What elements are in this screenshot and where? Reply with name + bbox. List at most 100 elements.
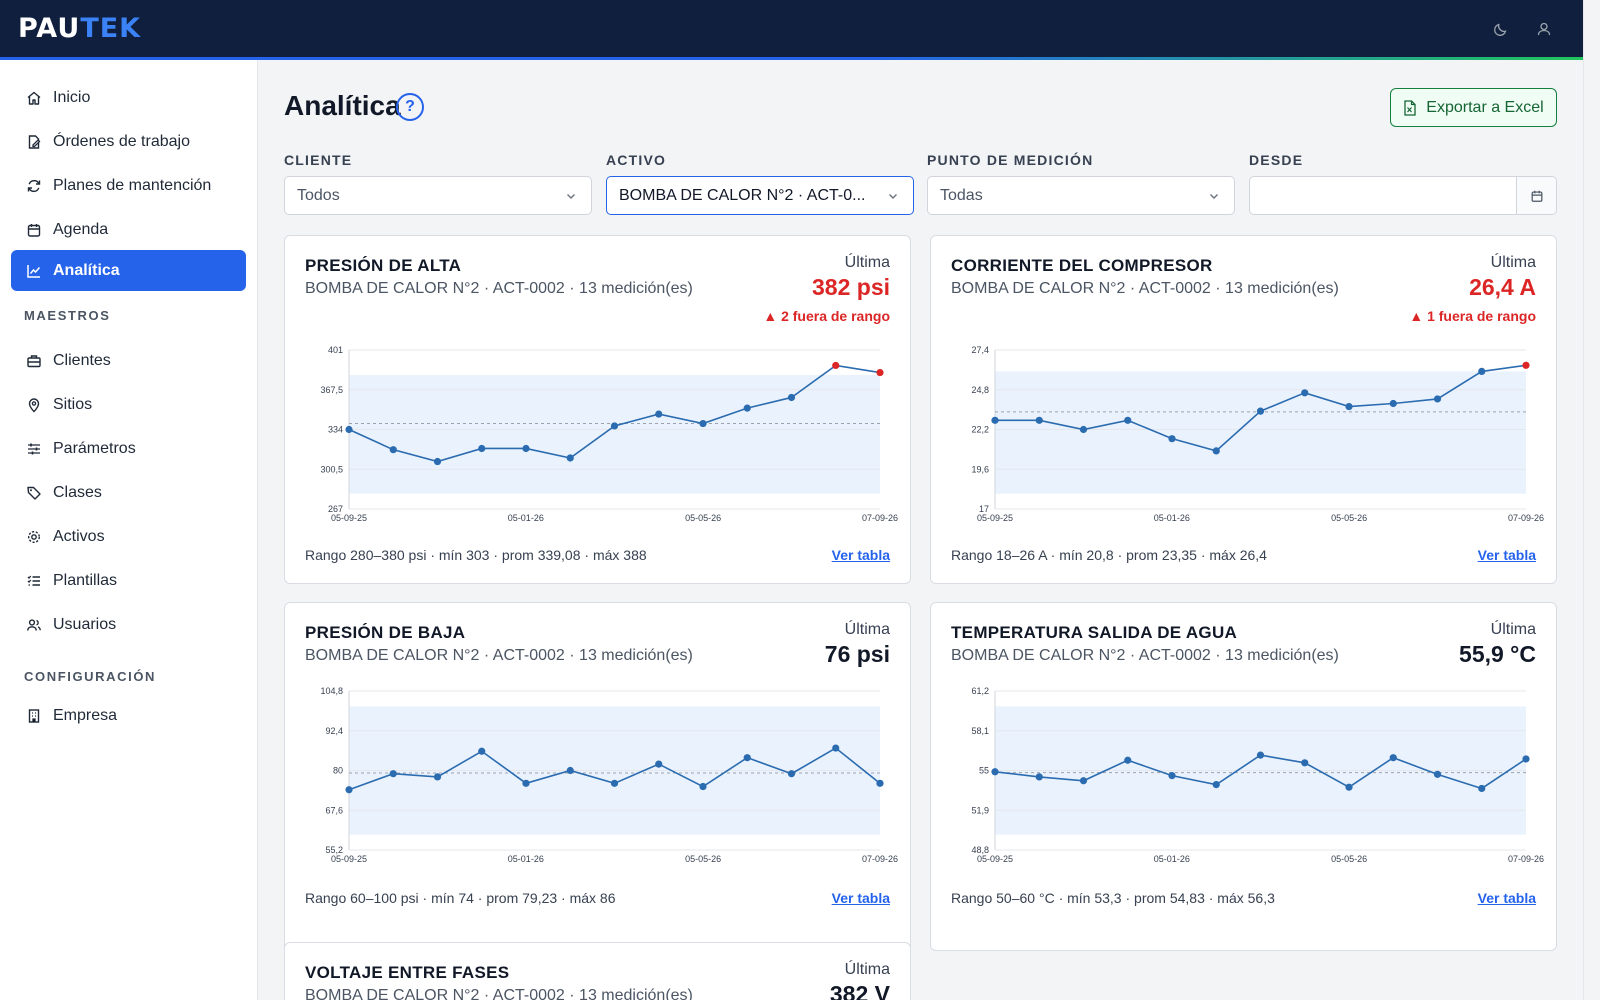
sidebar-item-clientes[interactable]: Clientes (11, 341, 246, 381)
data-point (1301, 759, 1309, 767)
sidebar-item-label: Plantillas (53, 572, 118, 589)
activo-label: ACTIVO (606, 152, 667, 168)
building-icon (25, 707, 43, 725)
data-point (1522, 755, 1530, 763)
punto-medicion-value: Todas (940, 186, 983, 204)
data-point (1079, 777, 1088, 785)
data-point (1389, 399, 1397, 408)
out-of-range-badge: ▲ 1 fuera de rango (1409, 308, 1536, 324)
sidebar-item-label: Planes de mantención (53, 177, 212, 194)
briefcase-icon (25, 352, 43, 370)
cliente-label: CLIENTE (284, 152, 353, 168)
data-point (1345, 783, 1353, 791)
x-tick-label: 05-01-26 (1154, 854, 1190, 864)
card-title: TEMPERATURA SALIDA DE AGUA (951, 623, 1238, 642)
section-configuracion: CONFIGURACIÓN (24, 669, 157, 684)
sidebar-item-agenda[interactable]: Agenda (11, 210, 246, 250)
data-point (655, 760, 663, 768)
x-tick-label: 07-09-26 (862, 513, 898, 523)
data-point (876, 779, 884, 787)
x-tick-label: 05-05-26 (685, 513, 721, 523)
data-point-out-of-range (876, 368, 884, 377)
data-point (991, 416, 999, 424)
data-point (1212, 447, 1220, 455)
user-icon[interactable] (1533, 18, 1555, 40)
last-value: 26,4 A (1469, 274, 1536, 300)
x-tick-label: 05-01-26 (1154, 513, 1190, 523)
out-of-range-badge: ▲ 2 fuera de rango (763, 308, 890, 324)
home-icon (25, 89, 43, 107)
ver-tabla-link[interactable]: Ver tabla (1477, 890, 1536, 906)
data-point (787, 770, 796, 778)
sidebar-item-plantillas[interactable]: Plantillas (11, 561, 246, 601)
data-point (389, 446, 397, 454)
y-tick-label: 22,2 (971, 425, 989, 435)
logo[interactable]: PAUTEK (18, 13, 142, 44)
sidebar-item-clases[interactable]: Clases (11, 473, 246, 513)
y-tick-label: 55,2 (325, 845, 343, 855)
activo-value: BOMBA DE CALOR N°2 · ACT-0... (619, 186, 866, 204)
desde-label: DESDE (1249, 152, 1304, 168)
map-pin-icon (25, 396, 43, 414)
card-summary: Rango 60–100 psi · mín 74 · prom 79,23 ·… (305, 890, 616, 906)
sidebar-item-sitios[interactable]: Sitios (11, 385, 246, 425)
x-tick-label: 05-01-26 (508, 854, 544, 864)
y-tick-label: 334 (328, 425, 343, 435)
sidebar-item-label: Usuarios (53, 616, 117, 633)
sidebar-item-usuarios[interactable]: Usuarios (11, 605, 246, 645)
y-tick-label: 27,4 (971, 345, 989, 355)
y-tick-label: 401 (328, 345, 343, 355)
x-tick-label: 07-09-26 (862, 854, 898, 864)
data-point (699, 782, 707, 791)
data-point (433, 773, 442, 781)
data-point (1345, 402, 1353, 411)
punto-medicion-select[interactable]: Todas (927, 176, 1235, 215)
data-point (743, 404, 751, 412)
sidebar-item-label: Analítica (53, 261, 120, 279)
activo-select[interactable]: BOMBA DE CALOR N°2 · ACT-0... (606, 176, 914, 215)
desde-date-input[interactable] (1249, 176, 1557, 215)
sidebar-item-inicio[interactable]: Inicio (11, 78, 246, 118)
moon-icon[interactable] (1490, 18, 1512, 40)
card-title: PRESIÓN DE BAJA (305, 623, 466, 642)
export-excel-button[interactable]: Exportar a Excel (1390, 88, 1557, 127)
calendar-button[interactable] (1516, 177, 1556, 214)
ver-tabla-link[interactable]: Ver tabla (1477, 547, 1536, 563)
y-tick-label: 17 (979, 504, 989, 514)
data-point (1389, 754, 1397, 762)
data-point (1256, 751, 1265, 759)
data-point (1478, 784, 1486, 793)
x-tick-label: 05-05-26 (1331, 854, 1367, 864)
sidebar-item-planes[interactable]: Planes de mantención (11, 166, 246, 206)
sidebar-item-label: Parámetros (53, 440, 136, 457)
line-chart: 104,8 92,4 80 67,6 55,205-09-25 05-01-26 05-05… (320, 686, 898, 864)
ver-tabla-link[interactable]: Ver tabla (831, 547, 890, 563)
help-icon[interactable]: ? (396, 93, 424, 121)
y-tick-label: 24,8 (971, 385, 989, 395)
data-point (478, 444, 486, 453)
card-title: VOLTAJE ENTRE FASES (305, 963, 510, 982)
card-summary: Rango 280–380 psi · mín 303 · prom 339,0… (305, 547, 647, 563)
y-tick-label: 104,8 (320, 686, 343, 696)
sidebar-item-analitica[interactable]: Analítica (11, 250, 246, 291)
last-value: 76 psi (824, 641, 890, 667)
y-tick-label: 367,5 (320, 385, 343, 395)
cliente-select[interactable]: Todos (284, 176, 592, 215)
export-label: Exportar a Excel (1426, 98, 1544, 116)
sidebar-item-ordenes[interactable]: Órdenes de trabajo (11, 122, 246, 162)
data-point (1035, 773, 1043, 781)
section-maestros: MAESTROS (24, 308, 111, 323)
scrollbar[interactable] (1583, 0, 1600, 1000)
sidebar-item-empresa[interactable]: Empresa (11, 696, 246, 736)
ver-tabla-link[interactable]: Ver tabla (831, 890, 890, 906)
calendar-icon (1531, 190, 1542, 202)
sidebar-item-parametros[interactable]: Parámetros (11, 429, 246, 469)
x-tick-label: 07-09-26 (1508, 513, 1544, 523)
data-point (389, 770, 397, 778)
sidebar-item-activos[interactable]: Activos (11, 517, 246, 557)
data-point (1124, 416, 1132, 424)
card-title: CORRIENTE DEL COMPRESOR (951, 256, 1213, 275)
last-value: 55,9 °C (1459, 641, 1536, 667)
chart-card-temperatura-agua: 61,2 58,1 55 51,9 48,8 05-09-25 05-01-26 05-05-… (930, 602, 1557, 951)
range-band (349, 374, 880, 494)
